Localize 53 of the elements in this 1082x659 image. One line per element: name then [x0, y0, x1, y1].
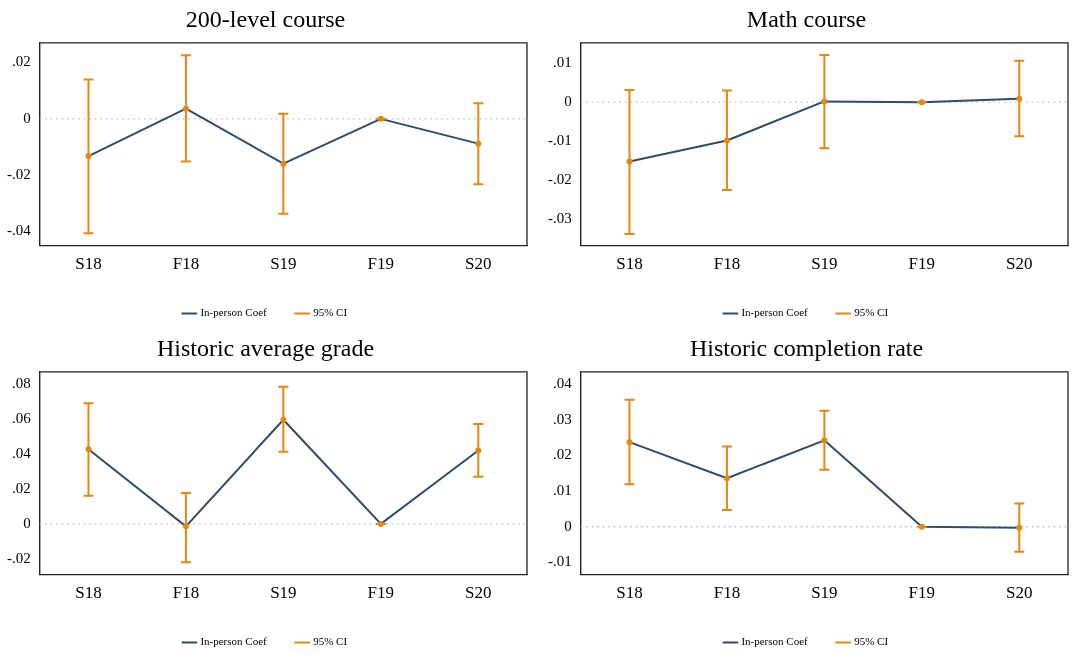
x-tick-label: S20	[465, 254, 492, 274]
x-tick-label: F19	[367, 583, 395, 603]
x-tick-label: F18	[713, 583, 741, 603]
legend-label: 95% CI	[854, 306, 889, 319]
y-tick-label: .01	[553, 54, 572, 71]
y-tick-label: .02	[553, 446, 572, 463]
x-tick-label: S20	[1006, 254, 1033, 274]
y-tick-label: -.02	[7, 166, 31, 183]
y-tick-label: -.01	[548, 553, 572, 570]
y-tick-label: .02	[12, 479, 31, 496]
x-tick-label: S18	[75, 583, 102, 603]
y-tick-label: 0	[564, 517, 572, 534]
x-tick-label: F18	[713, 254, 741, 274]
legend-label: 95% CI	[313, 306, 348, 319]
y-tick-label: -.04	[7, 222, 32, 239]
x-tick-label: F18	[172, 254, 200, 274]
legend-label: In-person Coef	[741, 306, 809, 319]
y-tick-label: 0	[564, 93, 572, 110]
x-tick-label: F19	[908, 254, 936, 274]
y-tick-label: .04	[553, 374, 573, 391]
y-tick-label: .08	[12, 374, 31, 391]
chart-title: Historic completion rate	[689, 334, 924, 361]
y-tick-label: .04	[12, 444, 32, 461]
y-tick-label: -.02	[7, 549, 31, 566]
x-tick-label: S20	[1006, 583, 1033, 603]
y-tick-label: -.01	[548, 132, 572, 149]
x-tick-label: S19	[811, 254, 838, 274]
x-tick-label: F19	[908, 583, 936, 603]
chart-title: 200-level course	[185, 5, 346, 32]
y-tick-label: .03	[553, 410, 572, 427]
y-tick-label: .06	[12, 409, 32, 426]
y-tick-label: -.03	[548, 210, 572, 227]
chart-title: Math course	[746, 5, 867, 32]
y-tick-label: -.02	[548, 171, 572, 188]
y-tick-label: .01	[553, 481, 572, 498]
legend-label: 95% CI	[313, 635, 348, 648]
x-tick-label: S19	[270, 254, 297, 274]
y-tick-label: 0	[23, 514, 31, 531]
x-tick-label: S18	[75, 254, 102, 274]
legend-label: In-person Coef	[200, 306, 268, 319]
x-tick-label: S19	[811, 583, 838, 603]
x-tick-label: F19	[367, 254, 395, 274]
x-tick-label: S18	[616, 254, 643, 274]
x-tick-label: S20	[465, 583, 492, 603]
x-tick-label: S19	[270, 583, 297, 603]
legend-label: 95% CI	[854, 635, 889, 648]
y-tick-label: 0	[23, 109, 31, 126]
y-tick-label: .02	[12, 53, 31, 70]
legend-label: In-person Coef	[741, 635, 809, 648]
x-tick-label: F18	[172, 583, 200, 603]
legend-label: In-person Coef	[200, 635, 268, 648]
chart-title: Historic average grade	[156, 334, 375, 361]
x-tick-label: S18	[616, 583, 643, 603]
